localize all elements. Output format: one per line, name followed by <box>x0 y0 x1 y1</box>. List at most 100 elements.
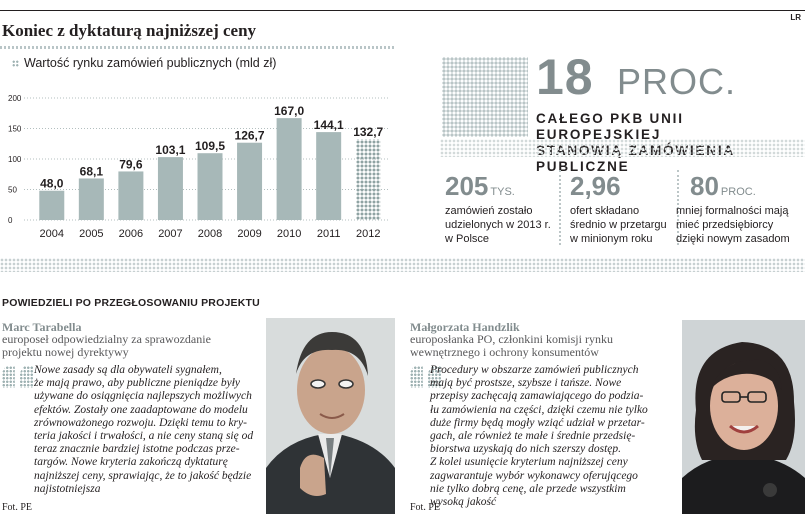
stat-desc-line: w minionym roku <box>570 233 653 245</box>
y-tick-label: 50 <box>8 186 17 195</box>
headline-caption-line1: całego PKB Unii Europejskiej <box>536 111 684 142</box>
stat-card-3: 80 PROC. <box>690 173 756 200</box>
quote-line: Nowe zasady są dla obywateli sygnałem, <box>34 364 222 376</box>
x-tick-label: 2011 <box>317 228 341 240</box>
person-role: europoseł odpowiedzialny za sprawozdanie… <box>2 333 211 359</box>
stat-description-2: ofert składano średnio w przetargu w min… <box>570 204 667 246</box>
role-line: projektu nowej dyrektywy <box>2 345 129 359</box>
portrait-photo <box>682 320 805 514</box>
x-tick-label: 2009 <box>237 228 261 240</box>
bar <box>237 142 263 220</box>
quote-text: Procedury w obszarze zamówień publicznyc… <box>430 364 648 509</box>
bar <box>197 153 223 220</box>
bar <box>157 157 183 220</box>
quote-line: nie tylko dobrą cenę, ale przede wszystk… <box>430 482 626 495</box>
quote-line: używane do osiągnięcia najlepszych możli… <box>34 390 252 403</box>
stat-card-2: 2,96 <box>570 173 623 200</box>
bullet-icon <box>12 59 19 67</box>
quote-line: zagwarantuje wybór wykonawcy oferującego <box>430 469 638 482</box>
section-title: POWIEDZIELI PO PRZEGŁOSOWANIU PROJEKTU <box>2 297 260 309</box>
bar <box>39 190 65 220</box>
data-label: 167,0 <box>274 104 304 118</box>
dot-pattern-strip <box>440 139 805 157</box>
role-line: europoseł odpowiedzialny za sprawozdanie <box>2 332 211 346</box>
data-label: 132,7 <box>353 125 383 139</box>
quote-line: przepisy zachęcają zamawiającego do podz… <box>430 390 644 403</box>
stat-divider <box>677 170 679 245</box>
role-line: europosłanka PO, członkini komisji rynku <box>410 332 613 346</box>
stat-unit: TYS. <box>490 186 515 198</box>
data-label: 126,7 <box>235 129 265 143</box>
bar <box>276 118 302 220</box>
bar <box>316 132 342 220</box>
quote-text: Nowe zasady są dla obywateli sygnałem, ż… <box>34 364 253 496</box>
photo-credit: Fot. PE <box>410 502 441 513</box>
quote-line: wysoką jakość <box>430 496 497 509</box>
page-title: Koniec z dyktaturą najniższej ceny <box>2 21 257 40</box>
quote-mark-icon <box>2 366 34 388</box>
stat-desc-line: mieć przedsiębiorcy <box>676 219 774 231</box>
stat-desc-line: w Polsce <box>445 233 490 245</box>
x-tick-label: 2010 <box>277 228 301 240</box>
data-label: 144,1 <box>314 118 344 132</box>
bar <box>118 171 144 220</box>
person-name: Małgorzata Handzlik <box>410 320 520 334</box>
quote-line: biorstwa uzyskają do nich szerszy dostęp… <box>430 443 622 456</box>
quote-line: duże firmy będą mogły wziąć udział w prz… <box>430 416 645 429</box>
photo-credit: Fot. PE <box>2 502 33 513</box>
chart-title-row: Wartość rynku zamówień publicznych (mld … <box>12 56 276 70</box>
stat-number: 80 <box>690 171 719 201</box>
stat-desc-line: udzielonych w 2013 r. <box>445 219 551 231</box>
x-tick-label: 2005 <box>79 228 103 240</box>
x-tick-label: 2006 <box>119 228 143 240</box>
portrait-photo <box>266 318 395 514</box>
data-label: 79,6 <box>119 157 143 171</box>
quote-line: gach, ale również te małe i średnie prze… <box>430 430 636 443</box>
person-name: Marc Tarabella <box>2 320 82 334</box>
stat-divider <box>559 170 561 245</box>
quote-line: że mają prawo, aby publiczne pieniądze b… <box>34 377 241 390</box>
quote-line: łu zamówienia na części, dzięki czemu ni… <box>430 403 648 416</box>
dot-pattern-block <box>442 57 528 137</box>
stat-desc-line: mniej formalności mają <box>676 205 789 217</box>
title-underline <box>0 46 395 49</box>
corner-mark: LR <box>790 13 801 22</box>
top-rule <box>0 10 805 11</box>
headline-stat-number: 18 <box>536 49 594 105</box>
stat-desc-line: dzięki nowym zasadom <box>676 233 790 245</box>
data-label: 109,5 <box>195 139 225 153</box>
bar-forecast <box>355 139 381 220</box>
stat-desc-line: średnio w przetargu <box>570 219 667 231</box>
person-role: europosłanka PO, członkini komisji rynku… <box>410 333 613 359</box>
quote-line: teraz znacznie bardziej istotne podczas … <box>34 443 240 456</box>
stat-unit: PROC. <box>720 186 756 198</box>
stat-desc-line: zamówień zostało <box>445 205 533 217</box>
stat-desc-line: ofert składano <box>570 205 640 217</box>
quote-line: Z kolei usunięcie kryterium najniższej c… <box>430 456 628 469</box>
section-divider <box>0 258 805 272</box>
y-tick-label: 100 <box>8 155 22 164</box>
x-tick-label: 2008 <box>198 228 222 240</box>
role-line: wewnętrznego i ochrony konsumentów <box>410 345 599 359</box>
headline-stat-unit: PROC. <box>617 61 737 102</box>
data-label: 68,1 <box>80 164 104 178</box>
y-tick-label: 200 <box>8 94 22 103</box>
quote-line: teria jakości i trwałości, a nie ceny st… <box>34 430 254 443</box>
quote-line: najistotniejsza <box>34 482 101 495</box>
quote-line: zrównoważonego rozwoju. Dzięki temu to k… <box>34 416 247 429</box>
y-tick-label: 150 <box>8 125 22 134</box>
x-tick-label: 2004 <box>40 228 64 240</box>
bar <box>78 178 104 220</box>
quote-line: Procedury w obszarze zamówień publicznyc… <box>430 364 639 376</box>
stat-card-1: 205 TYS. <box>445 173 515 200</box>
stat-number: 205 <box>445 171 489 201</box>
data-label: 48,0 <box>40 177 64 191</box>
data-label: 103,1 <box>155 143 185 157</box>
quote-line: najniższej ceny, sprawiając, że to jakoś… <box>34 469 252 482</box>
x-tick-label: 2007 <box>158 228 182 240</box>
stat-description-3: mniej formalności mają mieć przedsiębior… <box>676 204 790 246</box>
stat-number: 2,96 <box>570 171 621 201</box>
quote-line: targów. Nowe kryteria zakończą dyktaturę <box>34 456 228 469</box>
y-tick-label: 0 <box>8 216 13 225</box>
quote-line: efektów. Zostały one zaadaptowane do mod… <box>34 403 248 416</box>
